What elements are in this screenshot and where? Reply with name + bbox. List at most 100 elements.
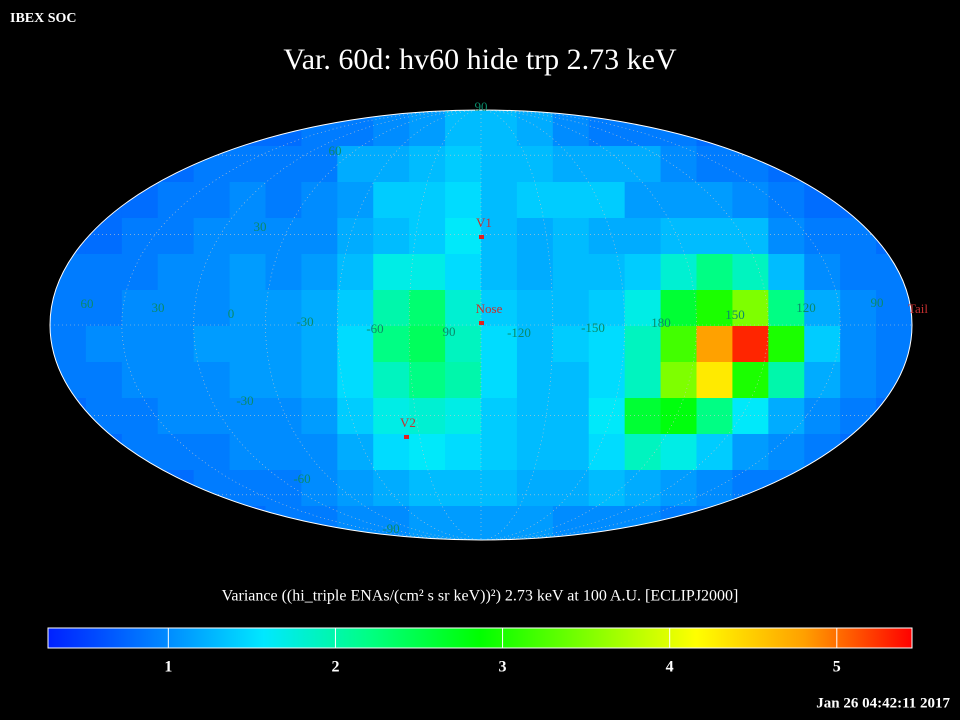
heatmap-cell (516, 290, 554, 327)
heatmap-cell (696, 434, 733, 471)
heatmap-cell (588, 326, 626, 363)
heatmap-cell (660, 182, 697, 219)
heatmap-cell (552, 290, 590, 327)
heatmap-cell (121, 362, 159, 399)
heatmap-cell (696, 254, 733, 291)
grid-label: -30 (296, 314, 313, 329)
heatmap-cell (804, 326, 841, 363)
heatmap-cell (445, 110, 482, 147)
heatmap-cell (516, 326, 554, 363)
heatmap-cell (516, 146, 554, 183)
heatmap-cell (696, 218, 733, 255)
meridian (121, 110, 841, 540)
heatmap-cell (265, 470, 302, 507)
colorbar-tick-label: 1 (164, 659, 172, 676)
heatmap-cell (229, 398, 266, 435)
heatmap-cell (516, 218, 554, 255)
heatmap-cell (193, 254, 231, 291)
heatmap-cell (301, 182, 338, 219)
heatmap-cell (588, 146, 626, 183)
heatmap-cell (229, 326, 266, 363)
colorbar-label: Variance ((hi_triple ENAs/(cm² s sr keV)… (222, 588, 739, 605)
grid-label: 30 (152, 300, 165, 315)
heatmap-cell (552, 182, 590, 219)
marker-dot (404, 435, 409, 439)
heatmap-cell (337, 398, 374, 435)
heatmap-cell (624, 470, 662, 507)
heatmap-cell (229, 182, 266, 219)
heatmap-cell (409, 182, 446, 219)
heatmap-cell (121, 398, 159, 435)
heatmap-cell (660, 398, 697, 435)
heatmap-cell (409, 290, 446, 327)
heatmap-cell (373, 218, 410, 255)
heatmap-cell (157, 434, 195, 471)
heatmap-cell (624, 326, 662, 363)
graticule (50, 110, 912, 540)
heatmap-cell (552, 326, 590, 363)
heatmap-cell (768, 182, 805, 219)
meridian (337, 110, 625, 540)
heatmap-cell (876, 290, 912, 327)
heatmap-cell (660, 254, 697, 291)
heatmap-cell (481, 470, 518, 507)
heatmap-cell (660, 470, 697, 507)
heatmap-cell (157, 326, 195, 363)
heatmap-cell (445, 326, 482, 363)
heatmap-cell (732, 218, 769, 255)
heatmap-cell (301, 254, 338, 291)
marker-label: V2 (400, 415, 416, 430)
heatmap-cell (373, 362, 410, 399)
heatmap-cell (588, 254, 626, 291)
heatmap-cell (373, 398, 410, 435)
heatmap-cell (373, 182, 410, 219)
heatmap-cell (193, 362, 231, 399)
heatmap-cell (840, 254, 877, 291)
heatmap-cell (588, 434, 626, 471)
heatmap-cell (409, 506, 446, 540)
heatmap-cell (768, 254, 805, 291)
heatmap-cell (481, 254, 518, 291)
heatmap-cell (768, 434, 805, 471)
heatmap-cell (265, 362, 302, 399)
heatmap-cell (696, 290, 733, 327)
heatmap-cell (660, 290, 697, 327)
heatmap-cell (445, 362, 482, 399)
heatmap-cell (481, 146, 518, 183)
marker-label: Tail (908, 301, 928, 316)
heatmap-cell (732, 362, 769, 399)
heatmap-cell (409, 110, 446, 147)
grid-label: -60 (293, 471, 310, 486)
heatmap-cell (337, 218, 374, 255)
colorbar-tick-label: 4 (666, 659, 674, 676)
heatmap-cell (157, 218, 195, 255)
heatmap-cell (516, 470, 554, 507)
heatmap-cell (516, 434, 554, 471)
grid-label: -30 (236, 393, 253, 408)
heatmap-cell (265, 218, 302, 255)
heatmap-cell (445, 146, 482, 183)
heatmap-cell (373, 146, 410, 183)
heatmap-cell (229, 218, 266, 255)
marker-label: Nose (476, 301, 503, 316)
heatmap-cell (481, 506, 518, 540)
heatmap-cell (229, 434, 266, 471)
heatmap-cell (696, 326, 733, 363)
heatmap-cell (696, 182, 733, 219)
heatmap-cell (373, 470, 410, 507)
heatmap-cell (445, 254, 482, 291)
heatmap-cell (552, 434, 590, 471)
heatmap-cell (373, 326, 410, 363)
heatmap-cell (265, 182, 302, 219)
heatmap-cell (840, 362, 877, 399)
heatmap-cell (516, 362, 554, 399)
heatmap-cell (696, 398, 733, 435)
grid-label: 60 (329, 143, 342, 158)
heatmap-cell (445, 434, 482, 471)
heatmap-cell (373, 290, 410, 327)
marker-dot (479, 321, 484, 325)
grid-label: 180 (651, 315, 671, 330)
heatmap-cell (121, 326, 159, 363)
heatmap-cell (337, 254, 374, 291)
grid-label: 90 (475, 99, 488, 114)
